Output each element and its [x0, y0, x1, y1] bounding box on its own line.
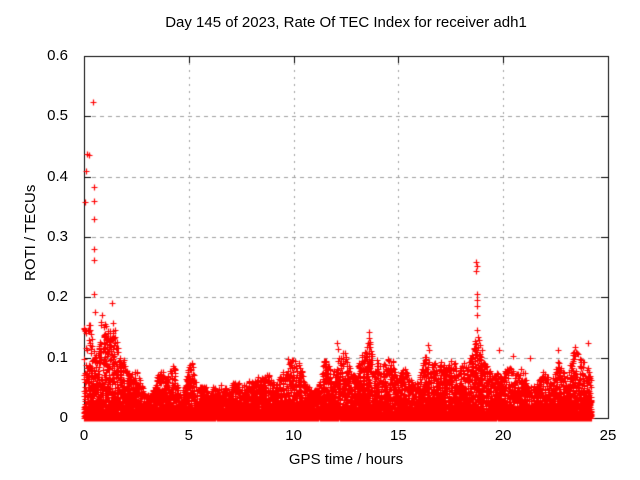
y-tick-label: 0.1 — [47, 348, 68, 366]
y-tick-label: 0.3 — [47, 228, 68, 245]
x-tick-label: 15 — [390, 427, 407, 444]
y-tick-label: 0.2 — [47, 288, 68, 306]
x-tick-label: 0 — [79, 427, 89, 444]
x-tick-label: 25 — [599, 427, 617, 444]
x-tick-label: 10 — [285, 427, 302, 444]
x-tick-label: 20 — [494, 427, 512, 444]
y-tick-label: 0.5 — [47, 107, 68, 125]
x-axis-label: GPS time / hours — [288, 451, 404, 468]
chart-title: Day 145 of 2023, Rate Of TEC Index for r… — [165, 14, 527, 31]
y-tick-label: 0 — [59, 409, 68, 426]
x-tick-label: 5 — [184, 427, 193, 444]
y-tick-label: 0.4 — [47, 167, 68, 185]
y-tick-label: 0.6 — [47, 47, 68, 64]
